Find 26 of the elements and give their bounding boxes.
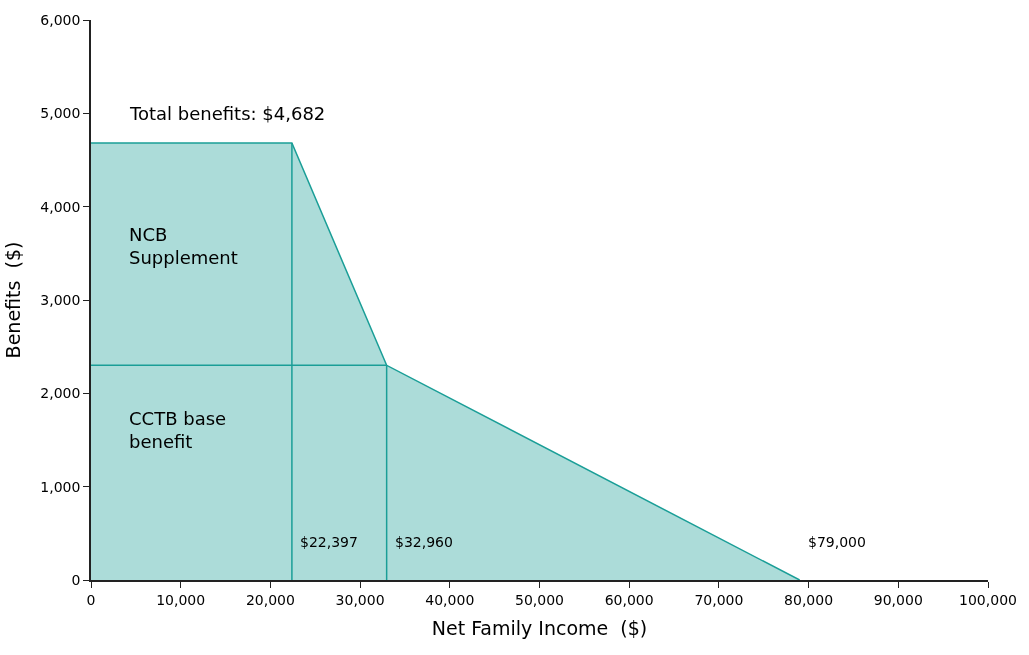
annotation: $79,000 bbox=[808, 534, 866, 550]
annotation: $22,397 bbox=[300, 534, 358, 550]
x-tick-label: 50,000 bbox=[515, 591, 564, 608]
x-tick-label: 90,000 bbox=[873, 591, 923, 608]
x-tick-label: 100,000 bbox=[959, 591, 1017, 608]
annotation: NCB Supplement bbox=[129, 224, 238, 269]
x-tick-label: 40,000 bbox=[425, 591, 475, 608]
y-tick-label: 2,000 bbox=[40, 385, 81, 402]
x-tick-label: 0 bbox=[86, 591, 96, 608]
x-tick-label: 30,000 bbox=[335, 591, 385, 608]
annotation: $32,960 bbox=[395, 534, 453, 550]
annotation: CCTB base benefit bbox=[129, 408, 227, 453]
y-tick-label: 4,000 bbox=[40, 198, 81, 215]
y-tick-label: 0 bbox=[71, 571, 81, 588]
x-tick-label: 60,000 bbox=[604, 591, 654, 608]
x-tick-label: 10,000 bbox=[156, 591, 206, 608]
y-tick-label: 3,000 bbox=[40, 291, 81, 308]
y-tick-label: 5,000 bbox=[40, 105, 81, 122]
annotation: Total benefits: $4,682 bbox=[129, 103, 326, 124]
x-tick-label: 80,000 bbox=[784, 591, 834, 608]
x-tick-label: 70,000 bbox=[694, 591, 744, 608]
y-axis-title: Benefits ($) bbox=[1, 241, 24, 359]
x-axis-title: Net Family Income ($) bbox=[431, 616, 648, 639]
y-tick-label: 1,000 bbox=[40, 478, 81, 495]
x-tick-label: 20,000 bbox=[245, 591, 295, 608]
y-tick-label: 6,000 bbox=[40, 11, 81, 28]
